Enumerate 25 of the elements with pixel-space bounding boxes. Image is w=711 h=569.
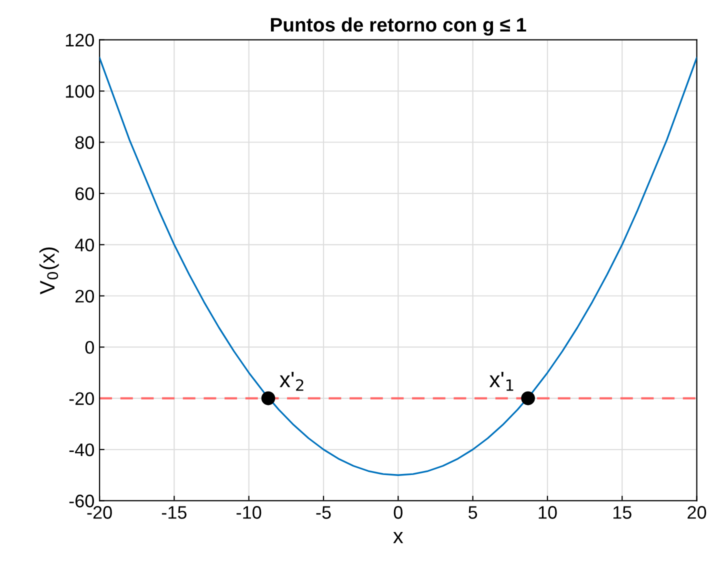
y-tick-label: 40 [75,238,94,252]
annotation: x'$_{2}$ [280,372,304,391]
line-series [100,56,697,476]
x-tick-label: 20 [688,506,706,519]
x-tick-label: -20 [87,506,112,519]
y-tick-label: 100 [66,84,94,98]
y-tick-label: -60 [69,494,94,508]
y-tick-label: 0 [85,341,94,354]
x-tick-label: -15 [162,506,186,519]
y-tick-label: -40 [69,443,94,456]
x-tick-label: 0 [394,506,402,519]
annotation: x'$_{1}$ [489,372,514,391]
x-tick-label: 10 [538,506,557,519]
y-axis-title: V$_{0}$(x) [39,248,59,294]
chart-title: Puntos de retorno con g ≤ 1 [270,17,526,36]
x-tick-label: 15 [613,506,632,519]
y-tick-label: 20 [76,290,94,303]
x-axis-title: x [393,532,404,544]
x-tick-label: -10 [236,506,262,519]
y-tick-label: 80 [75,136,94,149]
y-tick-label: 60 [76,187,94,200]
x-tick-label: 5 [468,506,478,519]
x-tick-label: -5 [316,506,331,519]
y-tick-label: -20 [69,392,94,406]
y-tick-label: 120 [66,34,94,47]
